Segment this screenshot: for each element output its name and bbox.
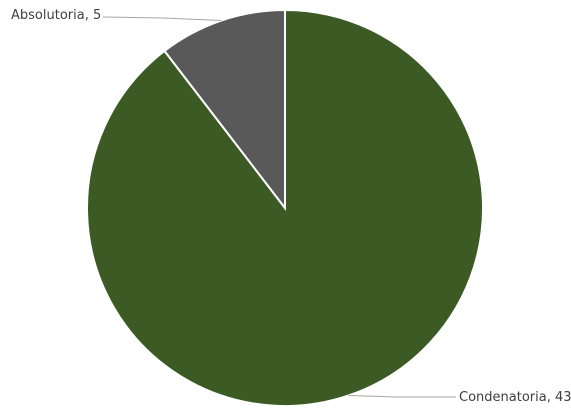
leader-line-absolutoria [102,16,222,22]
data-label-absolutoria: Absolutoria, 5 [11,8,101,23]
data-label-condenatoria: Condenatoria, 43 [459,390,571,405]
pie-slices [86,8,484,407]
leader-lines [102,16,456,398]
leader-line-condenatoria [348,394,456,398]
